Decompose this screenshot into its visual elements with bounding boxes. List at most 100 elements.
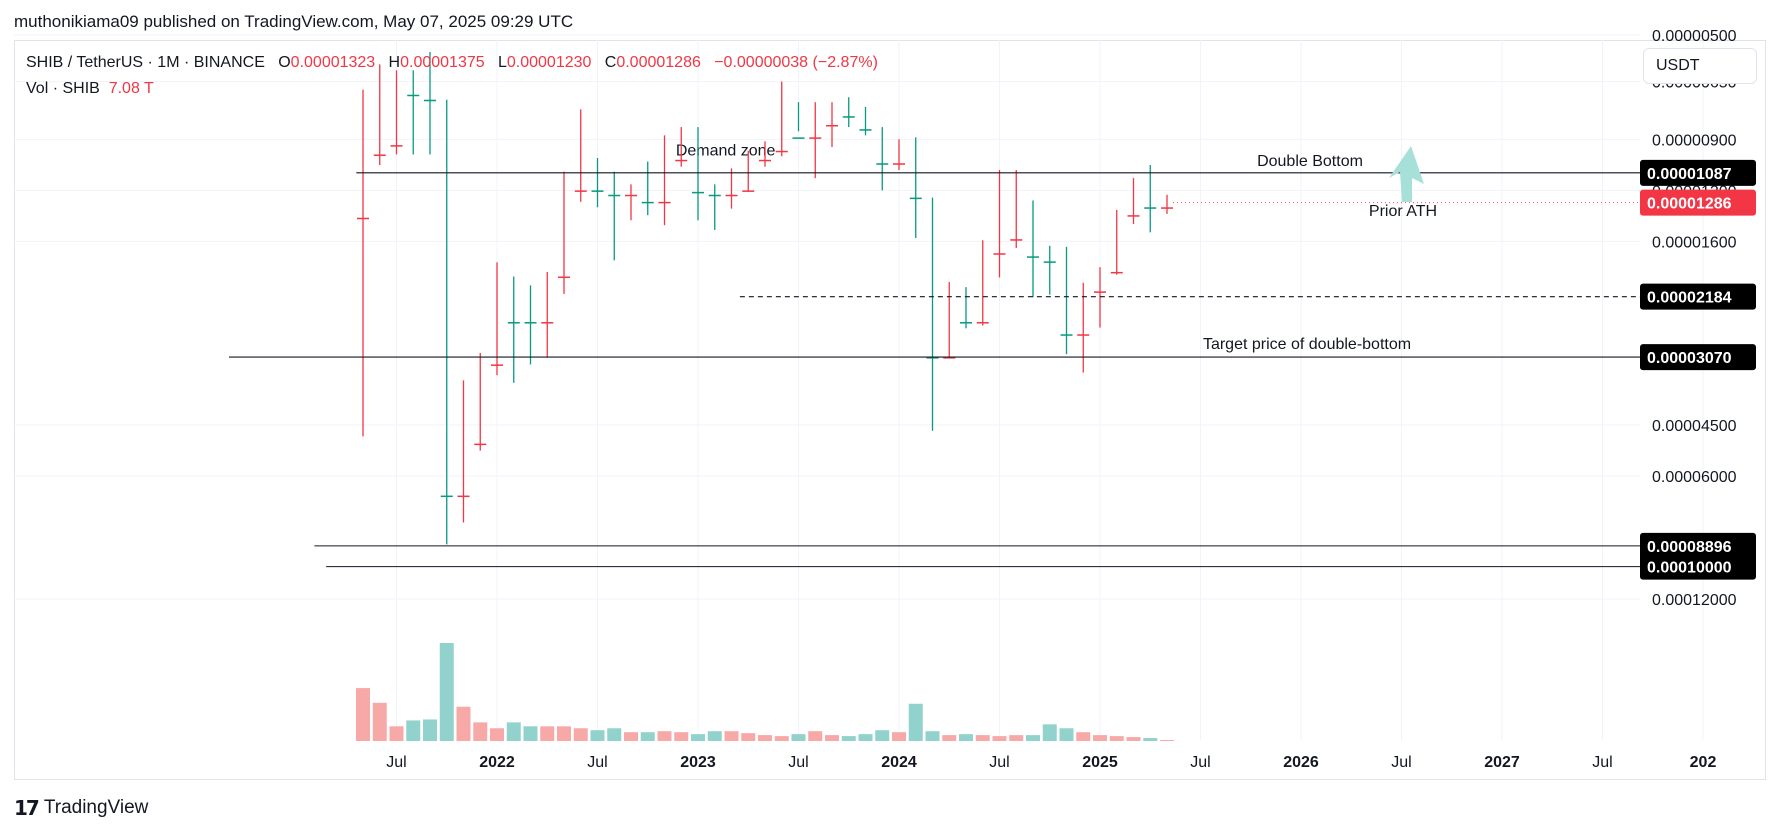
candle	[440, 99, 453, 545]
candle-body	[491, 364, 503, 366]
candle-body	[742, 190, 755, 192]
candle	[842, 97, 855, 128]
candle-body	[1144, 207, 1157, 209]
volume-bar	[808, 731, 823, 741]
candle-body	[876, 163, 889, 165]
volume-bar	[356, 688, 370, 741]
volume-bar	[456, 706, 471, 741]
candle	[708, 184, 721, 230]
time-tick-12: Jul	[1592, 754, 1612, 771]
time-tick-6: Jul	[989, 754, 1009, 771]
candle	[357, 89, 369, 437]
candle	[759, 141, 771, 167]
candle	[1144, 164, 1157, 233]
candle	[1027, 200, 1039, 298]
tradingview-logo-icon: 17	[14, 796, 40, 820]
volume-bar	[674, 732, 689, 741]
candle	[1110, 209, 1123, 275]
candle-body	[541, 322, 554, 324]
level-tag-label-0: 0.00010000	[1647, 560, 1732, 577]
volume-bar	[423, 719, 437, 741]
current-price-label: 0.00001286	[1647, 196, 1732, 213]
demand-zone-label: Demand zone	[676, 142, 776, 159]
open-value: 0.00001323	[290, 54, 376, 71]
double-bottom-label: Double Bottom	[1257, 153, 1363, 170]
level-tag-label-3: 0.00002184	[1647, 290, 1732, 307]
volume-bar	[691, 734, 705, 741]
volume-bar	[657, 731, 672, 741]
price-tick-7: 0.00000500	[1652, 28, 1737, 45]
candle-body	[759, 159, 771, 162]
candle-body	[608, 194, 621, 197]
volume-bar	[925, 731, 940, 741]
candle-body	[976, 322, 989, 324]
volume-bar	[540, 726, 555, 741]
candle-body	[658, 201, 671, 204]
candle	[591, 158, 604, 208]
volume-bar	[573, 728, 588, 741]
level-tag-label-1: 0.00008896	[1647, 539, 1732, 556]
candle	[809, 102, 822, 179]
volume-bar	[1093, 735, 1107, 741]
candle-body	[474, 443, 487, 446]
candle	[792, 102, 805, 139]
volume-bar	[624, 732, 638, 741]
demand-zone: Demand zone	[676, 142, 776, 159]
time-axis: Jul 2022 Jul 2023 Jul 2024 Jul 2025 Jul 2026 Jul 20…	[386, 754, 1716, 771]
candle	[457, 380, 470, 523]
candle-body	[1027, 256, 1039, 258]
high-value: 0.00001375	[400, 54, 485, 71]
candle	[1043, 245, 1056, 295]
volume-bar	[640, 732, 655, 741]
time-tick-1: 2022	[479, 754, 515, 771]
volume-bar	[959, 734, 973, 741]
price-tick-2: 0.00004500	[1652, 418, 1737, 435]
candle-body	[859, 129, 872, 131]
candle-body	[390, 145, 403, 147]
candle	[960, 287, 972, 329]
candle	[608, 171, 621, 261]
close-value: 0.00001286	[616, 54, 701, 71]
candle	[1161, 194, 1173, 214]
ohlc-legend: SHIB / TetherUS · 1M · BINANCE O0.000013…	[26, 54, 878, 72]
current-price-tag	[1640, 189, 1756, 216]
level-tag-label-2: 0.00003070	[1647, 350, 1732, 367]
currency-button[interactable]: USDT	[1643, 48, 1757, 84]
candle	[909, 137, 922, 239]
open-label: O	[278, 54, 291, 71]
target-price-label: Target price of double-bottom	[1203, 336, 1411, 353]
candle-body	[357, 217, 369, 220]
candle-body	[407, 94, 420, 97]
level-tag-0	[1640, 553, 1756, 580]
candle	[725, 168, 738, 209]
candle-body	[708, 194, 721, 197]
candle	[658, 135, 671, 226]
volume-bar	[825, 735, 839, 741]
volume-bar	[892, 732, 906, 741]
volume-bar	[942, 735, 957, 741]
candle-body	[809, 137, 822, 139]
volume-bar	[858, 734, 873, 741]
volume-bar	[1026, 735, 1040, 741]
candle	[775, 81, 788, 157]
volume-bar	[490, 728, 504, 741]
candle-body	[574, 190, 587, 192]
volume-bar	[1109, 736, 1124, 741]
candle-body	[993, 253, 1006, 255]
candle-body	[1043, 261, 1056, 263]
candle	[692, 127, 704, 221]
candle	[407, 70, 420, 155]
tradingview-logo[interactable]: 17 TradingView	[14, 796, 148, 820]
candle	[1060, 246, 1073, 355]
symbol-label[interactable]: SHIB / TetherUS · 1M · BINANCE	[26, 54, 265, 71]
volume-bar	[724, 731, 739, 741]
time-tick-11: 2027	[1484, 754, 1520, 771]
volume-bar	[372, 702, 387, 741]
candle-body	[591, 190, 604, 192]
candle	[1094, 267, 1106, 328]
candle-body	[842, 116, 855, 118]
volume-bar	[707, 731, 722, 741]
candle-body	[893, 163, 905, 165]
candle-body	[1127, 215, 1140, 217]
